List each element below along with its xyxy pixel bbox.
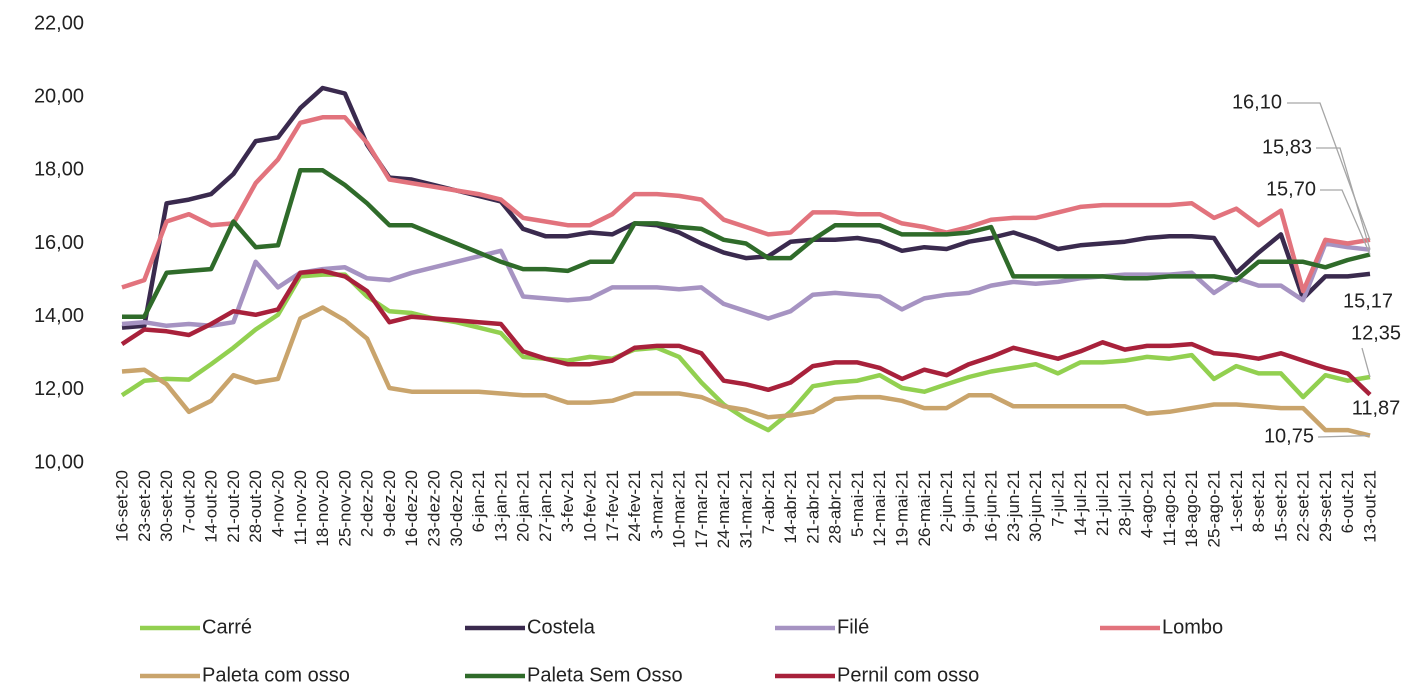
data-label: 12,35 [1351, 322, 1401, 344]
x-tick-label: 10-mar-21 [670, 470, 689, 548]
x-tick-label: 9-jun-21 [959, 470, 978, 532]
x-tick-label: 6-out-21 [1338, 470, 1357, 533]
x-tick-label: 16-set-20 [112, 470, 131, 542]
series-line [121, 85, 1371, 330]
axes: 10,00 12,00 14,00 16,00 18,00 20,00 22,00 16-se… [34, 12, 1380, 548]
x-tick-label: 30-dez-20 [447, 470, 466, 547]
x-tick-label: 11-ago-21 [1160, 470, 1179, 546]
data-label: 11,87 [1352, 397, 1401, 419]
x-tick-label: 18-ago-21 [1182, 470, 1201, 548]
x-tick-label: 23-set-20 [135, 470, 154, 542]
series-line [121, 305, 1371, 438]
plot-area [120, 85, 1372, 438]
y-tick-label: 20,00 [34, 85, 84, 107]
x-tick-label: 12-mai-21 [870, 470, 889, 547]
x-tick-label: 23-jun-21 [1004, 470, 1023, 542]
data-label: 15,83 [1262, 136, 1312, 158]
x-tick-label: 3-mar-21 [647, 470, 666, 539]
legend-label: Costela [527, 616, 596, 638]
leader-line [1317, 434, 1371, 438]
x-tick-label: 24-fev-21 [625, 470, 644, 542]
series-line [120, 268, 1372, 397]
legend-label: Lombo [1162, 616, 1223, 638]
x-tick-label: 14-abr-21 [781, 470, 800, 544]
x-tick-label: 14-jul-21 [1071, 470, 1090, 536]
series-line [121, 241, 1371, 329]
y-tick-label: 18,00 [34, 159, 84, 181]
x-tick-label: 20-jan-21 [514, 470, 533, 542]
x-tick-label: 31-mar-21 [736, 470, 755, 548]
legend-label: Paleta com osso [202, 664, 350, 686]
x-tick-label: 13-out-21 [1360, 470, 1379, 543]
x-tick-label: 3-fev-21 [558, 470, 577, 532]
x-tick-label: 11-nov-20 [291, 470, 310, 545]
x-tick-label: 28-jul-21 [1115, 470, 1134, 536]
legend-label: Carré [202, 616, 252, 638]
x-tick-label: 19-mai-21 [892, 470, 911, 547]
x-tick-label: 22-set-21 [1294, 470, 1313, 542]
leader-line [1320, 189, 1371, 255]
x-tick-label: 17-mar-21 [692, 470, 711, 548]
leader-line [1287, 102, 1371, 241]
x-tick-label: 4-nov-20 [268, 470, 287, 537]
leader-line [1361, 347, 1371, 378]
x-tick-label: 30-jun-21 [1026, 470, 1045, 542]
x-tick-label: 1-set-21 [1227, 470, 1246, 532]
x-tick-label: 23-dez-20 [424, 470, 443, 547]
x-tick-label: 7-jul-21 [1048, 470, 1067, 527]
legend-label: Pernil com osso [837, 664, 979, 686]
x-tick-label: 10-fev-21 [580, 470, 599, 542]
x-tick-label: 21-abr-21 [803, 470, 822, 544]
x-tick-label: 28-abr-21 [826, 470, 845, 544]
y-tick-label: 16,00 [34, 232, 84, 254]
x-tick-label: 7-abr-21 [759, 470, 778, 534]
x-tick-label: 15-set-21 [1271, 470, 1290, 542]
x-tick-label: 2-dez-20 [358, 470, 377, 537]
x-tick-label: 30-set-20 [157, 470, 176, 542]
legend-label: Filé [837, 616, 869, 638]
y-tick-label: 12,00 [34, 378, 84, 400]
x-tick-label: 4-ago-21 [1138, 470, 1157, 538]
y-tick-label: 14,00 [34, 305, 84, 327]
x-tick-label: 29-set-21 [1316, 470, 1335, 542]
leader-line [1316, 147, 1371, 250]
series-line [121, 115, 1371, 294]
x-tick-label: 21-out-20 [224, 470, 243, 543]
x-tick-label: 14-out-20 [202, 470, 221, 543]
legend: Carré Costela Filé Lombo Paleta com osso Pale… [140, 616, 1223, 686]
x-tick-label: 24-mar-21 [714, 470, 733, 548]
y-tick-label: 22,00 [34, 12, 84, 34]
x-tick-label: 21-jul-21 [1093, 470, 1112, 536]
x-tick-label: 13-jan-21 [491, 470, 510, 542]
data-label: 15,17 [1343, 290, 1393, 312]
data-label: 15,70 [1266, 178, 1316, 200]
data-labels: 12,35 15,17 15,83 16,10 10,75 15,70 11,87 [1232, 91, 1401, 447]
x-tick-label: 5-mai-21 [848, 470, 867, 537]
x-tick-label: 16-dez-20 [402, 470, 421, 547]
x-tick-label: 9-dez-20 [380, 470, 399, 537]
data-label: 16,10 [1232, 91, 1282, 113]
data-label: 10,75 [1264, 425, 1314, 447]
x-tick-label: 17-fev-21 [603, 470, 622, 542]
x-tick-label: 7-out-20 [179, 470, 198, 533]
legend-label: Paleta Sem Osso [527, 664, 683, 686]
y-tick-label: 10,00 [34, 451, 84, 473]
series-line [120, 272, 1371, 433]
x-tick-label: 6-jan-21 [469, 470, 488, 532]
x-tick-label: 28-out-20 [246, 470, 265, 543]
x-tick-label: 16-jun-21 [982, 470, 1001, 542]
x-tick-label: 18-nov-20 [313, 470, 332, 547]
x-tick-label: 25-nov-20 [335, 470, 354, 547]
series-line [122, 168, 1371, 319]
x-tick-label: 27-jan-21 [536, 470, 555, 542]
x-tick-label: 26-mai-21 [915, 470, 934, 547]
x-tick-label: 2-jun-21 [937, 470, 956, 532]
x-tick-label: 25-ago-21 [1204, 470, 1223, 548]
x-tick-label: 8-set-21 [1249, 470, 1268, 532]
